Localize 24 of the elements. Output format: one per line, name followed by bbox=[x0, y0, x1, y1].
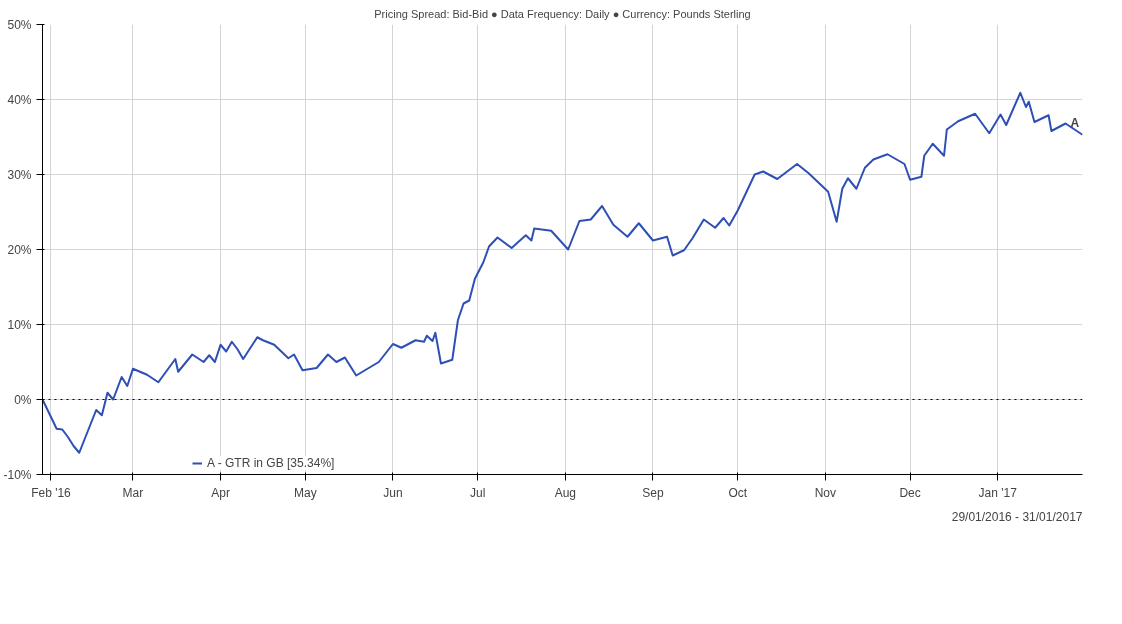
x-tick-label: Nov bbox=[814, 485, 836, 500]
x-tick-label: Sep bbox=[642, 485, 664, 500]
y-tick-label: 0% bbox=[14, 392, 32, 407]
x-tick-label: Oct bbox=[728, 485, 748, 500]
x-tick-label: Mar bbox=[122, 485, 144, 500]
x-tick-label: Jul bbox=[470, 485, 486, 500]
annotation: A bbox=[1070, 115, 1080, 130]
line-series bbox=[42, 91, 1083, 454]
y-tick-label: 20% bbox=[7, 242, 32, 257]
y-tick-label: -10% bbox=[3, 467, 32, 482]
x-tick-label: May bbox=[293, 485, 317, 500]
x-tick-label: Aug bbox=[554, 485, 577, 500]
y-tick-label: 40% bbox=[7, 92, 32, 107]
x-tick-label: Apr bbox=[211, 485, 230, 500]
x-tick-label: Dec bbox=[899, 485, 921, 500]
y-tick-label: 50% bbox=[7, 17, 32, 32]
x-tick-label: Feb '16 bbox=[31, 485, 72, 500]
chart-title: Pricing Spread: Bid-Bid ● Data Frequency: Daily ● Currency: Pounds Sterling bbox=[374, 7, 751, 20]
x-tick-label: Jan '17 bbox=[978, 485, 1018, 500]
x-tick-label: Jun bbox=[383, 485, 403, 500]
legend-label: A - GTR in GB [35.34%] bbox=[207, 456, 335, 470]
text: 29/01/2016 - 31/01/2017 bbox=[951, 509, 1083, 524]
y-tick-label: 10% bbox=[7, 317, 32, 332]
y-tick-label: 30% bbox=[7, 167, 32, 182]
